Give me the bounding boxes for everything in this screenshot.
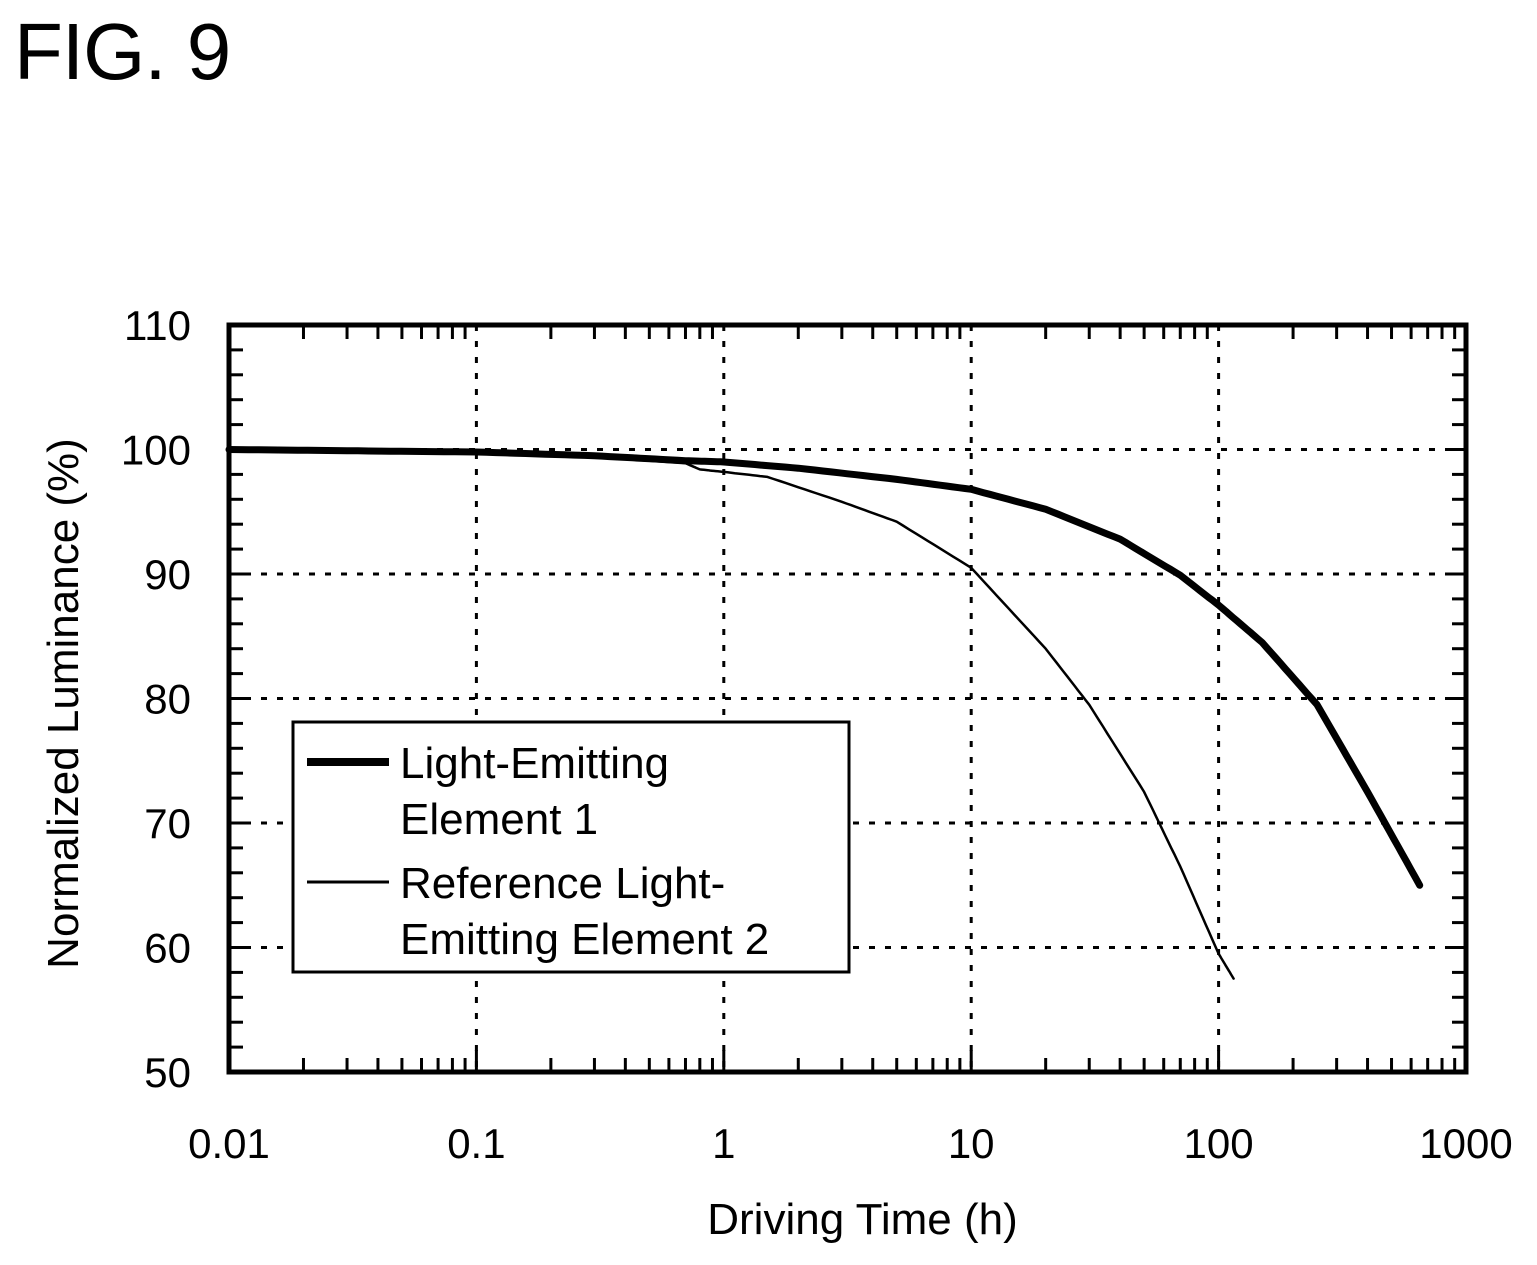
y-axis-title: Normalized Luminance (%) xyxy=(39,438,88,969)
x-tick-label: 0.1 xyxy=(447,1120,505,1167)
y-tick-label: 70 xyxy=(144,800,191,847)
y-tick-label: 50 xyxy=(144,1049,191,1096)
x-tick-label: 1000 xyxy=(1419,1120,1512,1167)
figure-label: FIG. 9 xyxy=(14,7,231,96)
y-tick-label: 100 xyxy=(121,427,191,474)
y-tick-label: 60 xyxy=(144,925,191,972)
plot-frame xyxy=(226,322,1469,1075)
series-lines xyxy=(225,446,1424,980)
legend: Light-Emitting Element 1 Reference Light- E… xyxy=(291,720,851,974)
x-axis-title: Driving Time (h) xyxy=(707,1195,1018,1244)
x-tick-label: 1 xyxy=(712,1120,735,1167)
legend-label-2: Emitting Element 2 xyxy=(400,915,769,964)
y-tick-label: 90 xyxy=(144,551,191,598)
series-line-2 xyxy=(227,448,1235,980)
legend-label-2: Reference Light- xyxy=(400,859,725,908)
legend-label-1: Element 1 xyxy=(400,795,598,844)
y-tick-label: 80 xyxy=(144,676,191,723)
x-tick-label: 0.01 xyxy=(188,1120,270,1167)
y-tick-label: 110 xyxy=(124,302,191,349)
x-tick-label: 100 xyxy=(1184,1120,1254,1167)
x-tick-label: 10 xyxy=(948,1120,995,1167)
grid-lines xyxy=(229,325,1466,1072)
legend-label-1: Light-Emitting xyxy=(400,739,669,788)
